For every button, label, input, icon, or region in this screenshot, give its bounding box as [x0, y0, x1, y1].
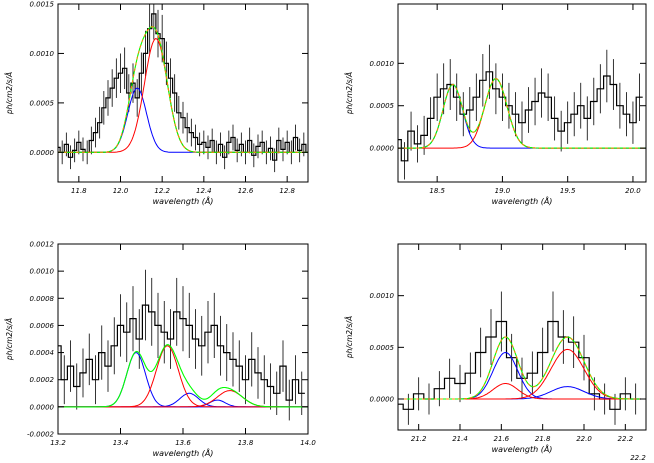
y-tick-label: 0.0010 [30, 268, 55, 276]
x-tick-label: 21.2 [411, 435, 427, 443]
x-tick-label: 22.2 [618, 435, 634, 443]
x-tick-label: 13.4 [113, 439, 129, 447]
y-tick-label: 0.0005 [30, 99, 55, 107]
x-tick-label: 13.2 [50, 439, 66, 447]
data-histogram [398, 71, 643, 162]
plot-area [58, 269, 308, 421]
plot-area [398, 44, 646, 180]
chart-panel-2: 18.5 19.0 19.5 20.0 0.0000 0.0005 0.0010 wavele… [345, 3, 647, 206]
x-tick-label: 12.6 [238, 187, 254, 195]
model-curve-total-dash [398, 78, 646, 149]
model-curve-total-dash [58, 26, 308, 153]
plot-frame [397, 3, 647, 183]
plot-frame [397, 243, 647, 431]
y-tick-label: 0.0000 [370, 396, 395, 404]
extra-axis-label: 22.2 [630, 454, 646, 462]
x-axis-title: wavelength (Å) [153, 195, 214, 206]
x-tick-label: 12.8 [279, 187, 295, 195]
plot-frame [57, 3, 309, 183]
x-tick-label: 11.8 [71, 187, 87, 195]
y-tick-label: 0.0005 [370, 344, 395, 352]
data-histogram [398, 320, 641, 410]
model-curve-total-dash [398, 336, 646, 400]
model-curve-total [58, 344, 308, 408]
y-axis-title: ph/cm2/s/Å [345, 72, 354, 115]
plot-area [398, 291, 646, 425]
x-tick-label: 19.0 [495, 187, 511, 195]
x-tick-label: 21.6 [494, 435, 510, 443]
y-tick-label: 0.0005 [370, 102, 395, 110]
chart-panel-4: 21.2 21.4 21.6 21.8 22.0 22.2 0.0000 0.0005 0.00… [345, 243, 647, 462]
y-tick-label: 0.0002 [30, 376, 55, 384]
x-tick-label: 13.6 [175, 439, 191, 447]
y-tick-label: 0.0010 [30, 50, 55, 58]
x-tick-label: 12.2 [154, 187, 170, 195]
y-tick-label: 0.0006 [30, 322, 55, 330]
x-tick-label: 21.4 [452, 435, 468, 443]
y-tick-label: 0.0000 [30, 403, 55, 411]
y-tick-label: 0.0004 [30, 349, 55, 357]
plot-area [58, 4, 308, 173]
x-tick-label: 21.8 [535, 435, 551, 443]
chart-panel-3: 13.2 13.4 13.6 13.8 14.0 -0.0002 0.0000 0.0002 0… [5, 241, 316, 459]
x-tick-label: 19.5 [560, 187, 576, 195]
y-tick-label: 0.0000 [30, 149, 55, 157]
y-axis-title: ph/cm2/s/Å [5, 72, 14, 115]
y-tick-label: 0.0008 [30, 295, 55, 303]
x-tick-label: 12.0 [113, 187, 129, 195]
x-axis-title: wavelength (Å) [153, 447, 214, 458]
chart-panel-1: 11.8 12.0 12.2 12.4 12.6 12.8 0.0000 0.0005 0.00… [5, 1, 309, 206]
x-tick-label: 14.0 [300, 439, 316, 447]
y-tick-label: 0.0010 [370, 292, 395, 300]
y-tick-label: -0.0002 [27, 431, 55, 439]
y-axis-title: ph/cm2/s/Å [345, 316, 354, 359]
y-tick-label: 0.0000 [370, 145, 395, 153]
y-tick-label: 0.0012 [30, 241, 55, 249]
data-histogram [58, 304, 305, 401]
y-axis-title: ph/cm2/s/Å [5, 318, 14, 361]
x-axis-title: wavelength (Å) [492, 195, 553, 206]
x-tick-label: 13.8 [238, 439, 254, 447]
x-tick-label: 12.4 [196, 187, 212, 195]
x-tick-label: 18.5 [429, 187, 445, 195]
y-tick-label: 0.0015 [30, 1, 55, 9]
x-tick-label: 20.0 [625, 187, 641, 195]
x-tick-label: 22.0 [576, 435, 592, 443]
data-histogram [58, 13, 308, 161]
y-tick-label: 0.0010 [370, 60, 395, 68]
x-axis-title: wavelength (Å) [492, 443, 553, 454]
